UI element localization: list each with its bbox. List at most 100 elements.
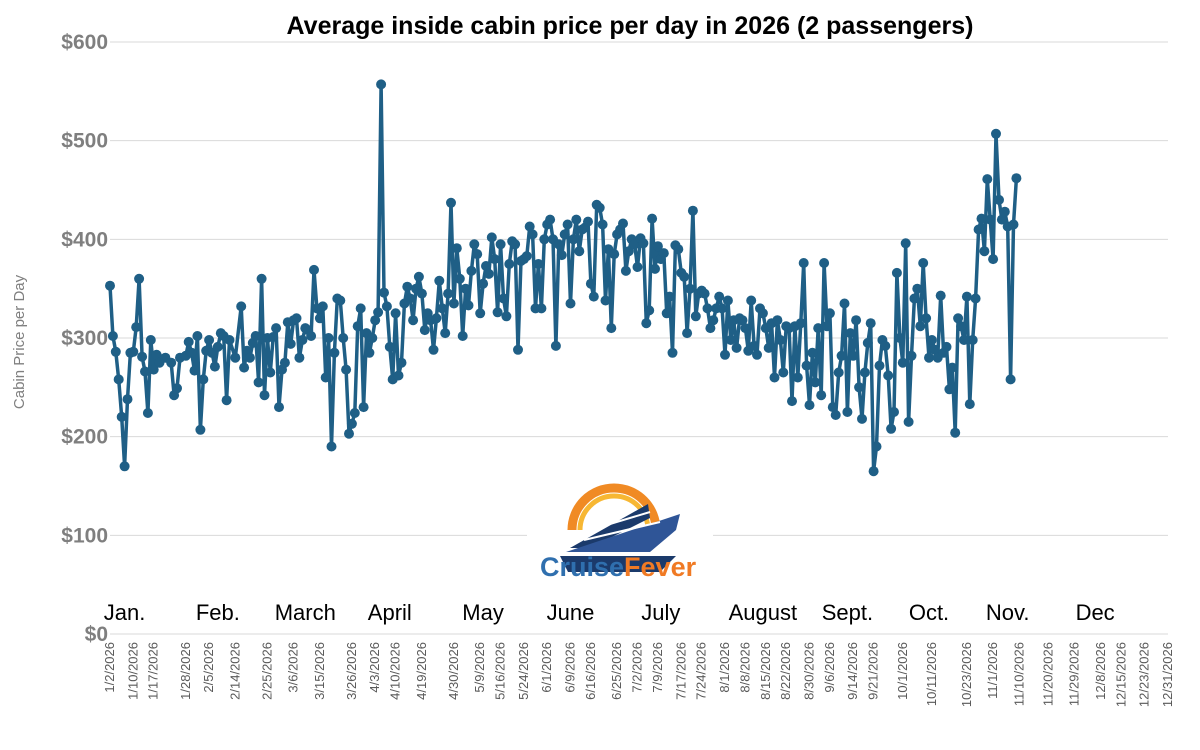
data-point — [367, 333, 378, 343]
data-point — [454, 273, 465, 284]
data-point — [256, 273, 267, 284]
data-point — [600, 295, 611, 306]
data-point — [921, 313, 932, 324]
data-point — [393, 370, 404, 381]
data-point — [988, 254, 999, 265]
data-point — [953, 313, 964, 324]
data-point — [297, 335, 308, 345]
data-point — [994, 194, 1004, 205]
x-tick-label: 1/2/2026 — [102, 642, 117, 693]
data-point — [352, 321, 363, 332]
data-point — [460, 283, 471, 294]
data-point — [142, 408, 153, 418]
data-point — [358, 402, 369, 413]
x-tick-label: 2/25/2026 — [259, 642, 274, 700]
data-point — [204, 335, 215, 345]
data-point — [822, 321, 832, 332]
data-point — [699, 288, 710, 299]
data-point — [145, 335, 156, 345]
month-label: March — [275, 600, 336, 625]
data-point — [562, 219, 573, 230]
data-point — [574, 246, 585, 257]
x-tick-label: 7/2/2026 — [630, 642, 645, 693]
data-point — [778, 367, 789, 378]
data-point — [198, 374, 209, 385]
data-point — [702, 303, 713, 314]
data-point — [533, 259, 544, 269]
data-point — [909, 293, 920, 304]
data-point — [652, 241, 663, 252]
data-point — [189, 365, 200, 376]
data-point — [588, 291, 599, 302]
x-tick-labels: 1/2/2026 1/10/2026 1/17/2026 1/28/2026 2/5/2… — [102, 642, 1175, 707]
data-point — [539, 234, 550, 245]
data-point — [571, 214, 582, 225]
data-point — [976, 213, 987, 224]
x-tick-label: 6/1/2026 — [539, 642, 554, 693]
data-point — [685, 283, 695, 294]
data-point — [390, 308, 401, 319]
month-labels: Jan. Feb. March April May June July August Sept.… — [104, 600, 1115, 625]
x-tick-label: 4/19/2026 — [414, 642, 429, 700]
data-point — [113, 374, 124, 385]
data-point — [623, 246, 634, 257]
x-tick-label: 11/29/2026 — [1067, 642, 1082, 706]
data-point — [498, 293, 509, 304]
data-point — [370, 315, 381, 326]
month-label: Nov. — [986, 600, 1030, 625]
data-point — [632, 262, 643, 272]
data-point — [594, 202, 605, 213]
data-point — [752, 349, 762, 360]
x-tick-label: 11/20/2026 — [1041, 642, 1056, 706]
x-tick-label: 1/17/2026 — [146, 642, 161, 700]
data-point — [192, 331, 203, 341]
data-point — [463, 300, 474, 311]
data-point — [212, 341, 223, 352]
data-point — [326, 441, 337, 452]
data-point — [956, 321, 967, 332]
data-point — [239, 362, 250, 373]
x-tick-label: 8/15/2026 — [758, 642, 773, 700]
data-point — [131, 322, 142, 333]
data-point — [638, 238, 649, 249]
series-line-group — [105, 79, 1022, 477]
data-point — [839, 298, 850, 309]
data-point — [857, 413, 867, 424]
data-point — [824, 308, 835, 319]
data-point — [924, 352, 934, 363]
data-point — [224, 335, 235, 345]
data-point — [338, 333, 349, 343]
data-point — [521, 251, 532, 262]
data-point — [804, 400, 815, 411]
data-point — [795, 318, 806, 329]
x-tick-label: 10/11/2026 — [924, 642, 939, 706]
data-point — [134, 273, 145, 284]
data-point — [501, 311, 512, 322]
data-point — [492, 307, 503, 318]
y-tick-labels: $0 $100 $200 $300 $400 $500 $600 — [61, 31, 108, 646]
x-tick-label: 3/6/2026 — [286, 642, 301, 693]
data-point — [816, 390, 827, 401]
data-point — [148, 364, 159, 375]
data-point — [376, 79, 387, 90]
svg-text:CruiseFever: CruiseFever — [540, 552, 697, 582]
x-tick-label: 4/10/2026 — [388, 642, 403, 700]
data-point — [658, 248, 669, 259]
chart-title: Average inside cabin price per day in 20… — [287, 12, 974, 40]
x-tick-label: 12/8/2026 — [1093, 642, 1108, 700]
data-point — [609, 249, 620, 260]
cruisefever-logo: CruiseFever — [527, 480, 713, 588]
data-point — [379, 287, 389, 298]
data-point — [664, 291, 675, 302]
data-point — [854, 382, 865, 393]
data-point — [673, 244, 684, 255]
data-point — [950, 427, 961, 438]
data-point — [935, 290, 946, 301]
data-point — [466, 265, 477, 276]
y-tick-label: $0 — [85, 623, 108, 646]
data-point — [979, 246, 990, 257]
data-point — [661, 308, 672, 319]
data-point — [291, 313, 302, 324]
data-point — [819, 258, 830, 268]
